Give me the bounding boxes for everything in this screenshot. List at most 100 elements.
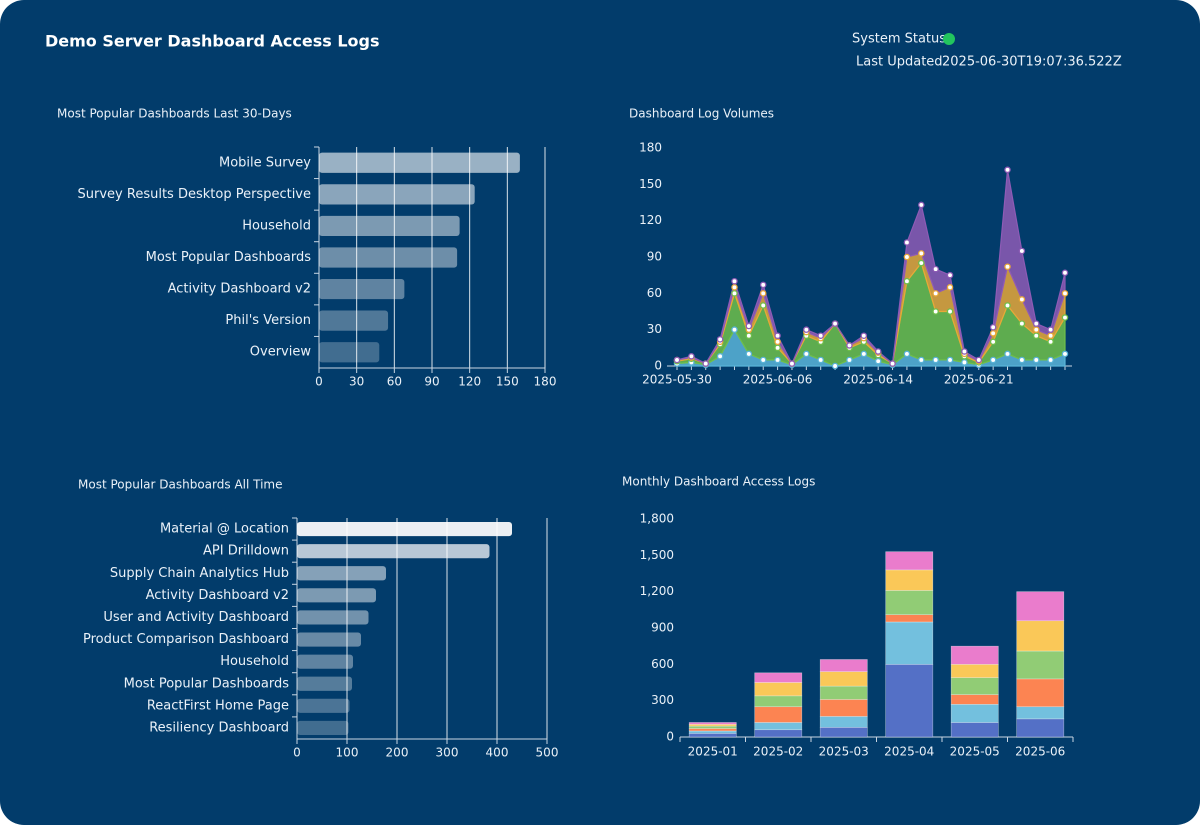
y-tick-label: Product Comparison Dashboard: [83, 632, 289, 647]
point: [918, 259, 925, 267]
point: [831, 320, 839, 327]
bar-segment: [819, 685, 868, 700]
x-tick-label: 200: [386, 746, 409, 760]
y-tick-label: 300: [651, 693, 674, 707]
point: [975, 356, 983, 364]
bar: [297, 521, 512, 537]
point: [1018, 356, 1026, 364]
point: [846, 356, 853, 364]
bar: [297, 588, 376, 603]
x-tick-label: 300: [436, 746, 459, 760]
bar-segment: [885, 551, 934, 571]
x-tick-label: 400: [486, 746, 509, 760]
point: [803, 326, 810, 333]
x-tick-label: 2025-05-30: [642, 373, 712, 387]
point: [731, 277, 738, 285]
bar-segment: [754, 722, 803, 731]
y-tick-label: 1,800: [640, 512, 674, 526]
bar: [297, 720, 349, 736]
point: [731, 326, 738, 333]
bar-segment: [819, 716, 868, 728]
point: [903, 277, 911, 285]
bar-segment: [950, 664, 999, 678]
point: [831, 362, 839, 370]
bar-segment: [885, 664, 934, 738]
bar: [319, 152, 520, 173]
x-tick-label: 90: [424, 375, 439, 389]
point: [946, 308, 954, 315]
point: [1018, 247, 1026, 255]
bar-segment: [1016, 706, 1065, 720]
bar: [319, 215, 460, 237]
point: [788, 360, 796, 367]
point: [1047, 326, 1054, 333]
point: [702, 360, 709, 367]
y-tick-label: 180: [639, 141, 662, 155]
bar-segment: [754, 706, 803, 723]
chart-title: Most Popular Dashboards All Time: [78, 478, 283, 492]
bar-segment: [1016, 678, 1065, 708]
y-tick-label: 120: [639, 213, 662, 227]
bar-segment: [950, 645, 999, 665]
y-tick-label: 150: [639, 177, 662, 191]
y-tick-label: 0: [654, 359, 662, 373]
bar-segment: [819, 659, 868, 672]
bar-segment: [754, 729, 803, 738]
point: [1047, 338, 1054, 346]
point: [745, 322, 753, 330]
bar: [319, 310, 389, 331]
point: [759, 302, 767, 309]
y-tick-label: Material @ Location: [160, 522, 289, 537]
y-tick-label: Overview: [250, 345, 312, 360]
point: [1004, 350, 1011, 358]
bar: [319, 247, 458, 268]
y-tick-label: 0: [666, 730, 674, 744]
y-tick-label: Activity Dashboard v2: [146, 588, 289, 603]
bar-segment: [950, 694, 999, 705]
point: [1047, 332, 1054, 339]
x-tick-label: 0: [293, 746, 301, 760]
point: [1047, 356, 1054, 364]
x-tick-label: 60: [387, 375, 402, 389]
point: [932, 308, 939, 315]
chart-title: Dashboard Log Volumes: [629, 107, 774, 121]
bar: [297, 610, 369, 625]
bar-segment: [885, 614, 934, 623]
y-tick-label: 60: [647, 286, 662, 300]
x-tick-label: 2025-03: [819, 745, 869, 759]
y-tick-label: Most Popular Dashboards: [146, 250, 312, 265]
point: [918, 250, 925, 257]
point: [817, 356, 824, 364]
bar-segment: [688, 730, 737, 734]
y-tick-label: Mobile Survey: [219, 155, 311, 170]
bar-segment: [885, 590, 934, 615]
y-tick-label: Activity Dashboard v2: [168, 282, 311, 297]
point: [989, 338, 997, 346]
x-tick-label: 150: [496, 375, 519, 389]
page-title: Demo Server Dashboard Access Logs: [45, 32, 380, 51]
bar-segment: [1016, 718, 1065, 738]
bar-segment: [754, 695, 803, 708]
bar-segment: [950, 677, 999, 695]
bar-segment: [1016, 591, 1065, 622]
x-tick-label: 2025-06-06: [743, 373, 813, 387]
y-tick-label: 1,200: [640, 584, 674, 598]
bar-segment: [885, 621, 934, 665]
point: [874, 357, 882, 365]
chart-title: Monthly Dashboard Access Logs: [622, 475, 815, 489]
y-tick-label: Supply Chain Analytics Hub: [110, 566, 289, 581]
y-tick-label: Resiliency Dashboard: [149, 720, 289, 735]
y-tick-label: User and Activity Dashboard: [103, 610, 289, 625]
point: [946, 284, 954, 291]
point: [946, 356, 954, 364]
y-tick-label: API Drilldown: [203, 544, 289, 559]
y-tick-label: Most Popular Dashboards: [124, 676, 290, 691]
status-label: System Status: [852, 32, 946, 47]
point: [673, 356, 681, 364]
bar: [297, 676, 352, 691]
point: [989, 330, 997, 337]
y-tick-label: ReactFirst Home Page: [147, 698, 289, 713]
point: [1033, 326, 1040, 333]
bar: [297, 654, 353, 669]
point: [1004, 302, 1011, 309]
